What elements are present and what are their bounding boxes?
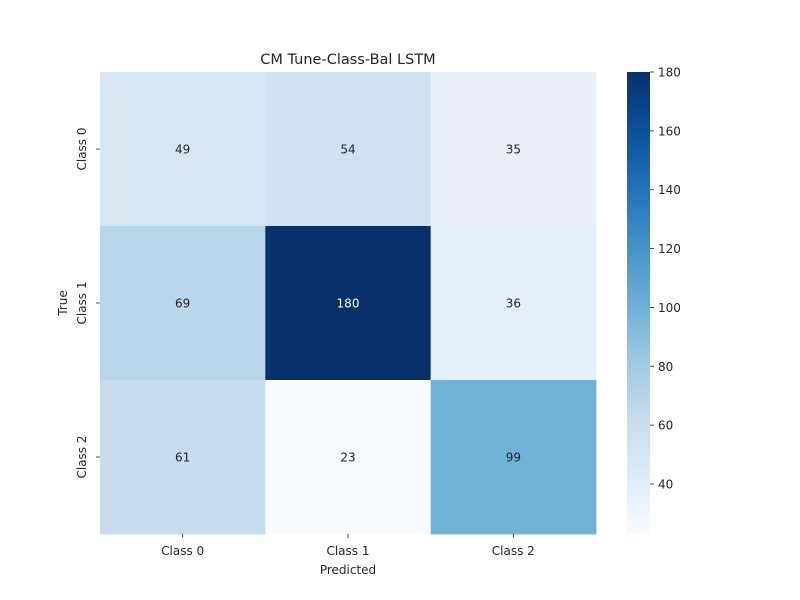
y-tick-label-2: Class 2	[75, 435, 89, 478]
cell-value-label-r0-c0: 49	[175, 143, 190, 157]
heatmap-cells	[100, 72, 597, 535]
x-axis-label: Predicted	[320, 563, 376, 577]
heatmap-cell-r2-c0	[100, 380, 266, 535]
heatmap-cell-r1-c1	[265, 226, 432, 381]
cell-value-label-r2-c2: 99	[506, 451, 521, 465]
cell-value-label-r2-c1: 23	[340, 451, 355, 465]
y-axis-label: True	[56, 290, 70, 317]
x-tick-label-2: Class 2	[492, 544, 535, 558]
heatmap-cell-r1-c0	[100, 226, 266, 381]
cell-value-label-r1-c0: 69	[175, 297, 190, 311]
cell-value-label-r0-c2: 35	[506, 143, 521, 157]
heatmap-cell-r0-c0	[100, 72, 266, 227]
colorbar-tick-label-5: 140	[658, 183, 681, 197]
cell-value-label-r1-c1: 180	[337, 297, 360, 311]
colorbar-gradient	[627, 72, 650, 534]
cell-value-label-r0-c1: 54	[340, 143, 355, 157]
y-axis-ticks: Class 0 Class 1 Class 2	[75, 127, 100, 479]
colorbar-tick-label-6: 160	[658, 124, 681, 138]
heatmap-cell-r1-c2	[430, 226, 597, 381]
colorbar-tick-label-3: 100	[658, 301, 681, 315]
chart-title: CM Tune-Class-Bal LSTM	[260, 52, 435, 68]
heatmap-cell-r0-c2	[430, 72, 597, 227]
colorbar-tick-label-1: 60	[658, 419, 673, 433]
cell-value-labels: 49 54 35 69 180 36 61 23 99	[175, 143, 521, 465]
cell-value-label-r2-c0: 61	[175, 451, 190, 465]
cell-value-label-r1-c2: 36	[506, 297, 521, 311]
colorbar-tick-label-4: 120	[658, 242, 681, 256]
heatmap-cell-r2-c2	[430, 380, 597, 535]
y-tick-label-0: Class 0	[75, 127, 89, 170]
x-tick-label-0: Class 0	[161, 544, 204, 558]
heatmap-cell-r2-c1	[265, 380, 432, 535]
x-tick-label-1: Class 1	[326, 544, 369, 558]
y-tick-label-1: Class 1	[75, 281, 89, 324]
x-axis-ticks: Class 0 Class 1 Class 2	[161, 534, 535, 558]
heatmap-cell-r0-c1	[265, 72, 432, 227]
colorbar: 40 60 80 100 120 140 160 180	[627, 66, 681, 534]
colorbar-tick-label-7: 180	[658, 66, 681, 80]
colorbar-tick-label-0: 40	[658, 477, 673, 491]
colorbar-tick-label-2: 80	[658, 360, 673, 374]
